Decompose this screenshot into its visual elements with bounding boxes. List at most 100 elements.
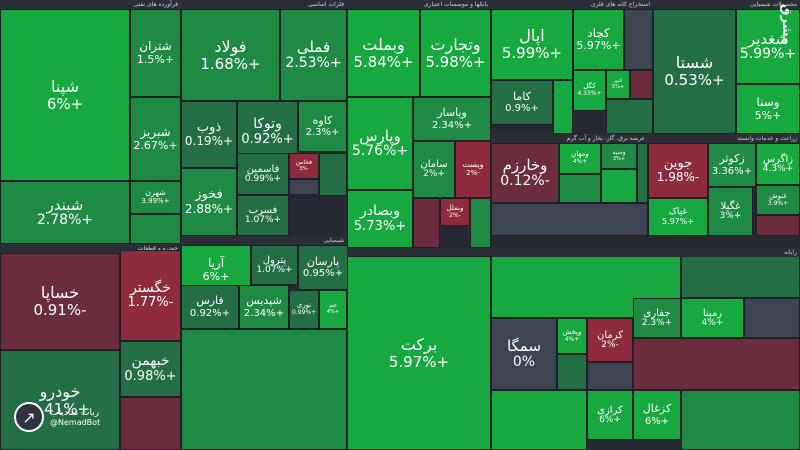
ticker-tile[interactable]: فارس +0.92%	[181, 285, 239, 329]
ticker-tile[interactable]: وپخش +4%	[557, 318, 587, 354]
ticker-tile[interactable]: ذوب +0.19%	[181, 101, 237, 168]
ticker-tile[interactable]: شپنا +6%	[0, 9, 130, 181]
ticker-tile[interactable]: خبهمن +0.98%	[120, 341, 181, 397]
ticker-tile[interactable]: شغدیر +5.99%	[736, 9, 800, 84]
ticker-tile[interactable]: غگیلا +3%	[708, 187, 753, 236]
ticker-change: -1.98%	[656, 170, 700, 185]
ticker-name: کگل	[583, 82, 596, 91]
ticker-tile[interactable]: وپارس +5.76%	[347, 97, 413, 190]
ticker-tile[interactable]: خگستر -1.77%	[120, 250, 181, 341]
ticker-tile[interactable]: کچاد +5.97%	[573, 9, 624, 70]
ticker-tile[interactable]: کنور +5%	[606, 70, 630, 99]
ticker-change: +1.5%	[136, 52, 175, 66]
ticker-change: +6%	[599, 414, 621, 425]
ticker-name: فولاد	[214, 36, 247, 56]
ticker-name: غپاک	[668, 206, 688, 217]
ticker-tile[interactable]: وبملت +5.84%	[347, 9, 420, 97]
ticker-change: +3.36%	[711, 165, 753, 177]
ticker-tile[interactable]: شتران +1.5%	[130, 9, 181, 97]
ticker-change: +0.92%	[241, 131, 294, 147]
ticker-tile[interactable]: کرازی +6%	[587, 390, 633, 440]
ticker-tile[interactable]: وبملل -2%	[440, 198, 470, 226]
ticker-name: شپنا	[51, 76, 79, 96]
ticker-tile[interactable]: خودرو +0.41%	[0, 350, 120, 450]
ticker-tile[interactable]: خساپا -0.91%	[0, 253, 120, 350]
ticker-tile[interactable]: پارسان +0.95%	[298, 245, 348, 290]
ticker-change: +5%	[754, 108, 782, 122]
ticker-tile[interactable]: جفاری +2.3%	[633, 298, 681, 338]
ticker-tile[interactable]: کرمان -2%	[587, 318, 633, 362]
ticker-tile[interactable]: ومهان +4%	[559, 143, 601, 174]
ticker-name: شبریز	[140, 125, 171, 140]
filler-cell	[624, 9, 653, 70]
ticker-tile[interactable]: برکت +5.97%	[347, 256, 491, 450]
ticker-tile[interactable]: فخوز +2.88%	[181, 168, 237, 236]
ticker-name: کچاد	[587, 25, 610, 40]
ticker-name: کزغال	[642, 402, 672, 416]
ticker-tile[interactable]: کزغال +6%	[633, 390, 681, 440]
ticker-change: +0.53%	[664, 71, 725, 90]
ticker-name: نوری	[296, 301, 312, 310]
ticker-change: +5.84%	[353, 52, 414, 71]
ticker-change: +5.76%	[351, 143, 409, 160]
ticker-tile[interactable]: وسنا +5%	[736, 84, 800, 134]
ticker-tile[interactable]: شبندر +2.78%	[0, 181, 130, 244]
ticker-tile[interactable]: پترول +1.07%	[251, 245, 298, 285]
filler-cell	[559, 174, 601, 203]
ticker-tile[interactable]: وخارزم -0.12%	[491, 143, 559, 203]
filler-cell	[630, 70, 653, 99]
sector-header: محصولات شیمیایی	[653, 0, 800, 9]
ticker-tile[interactable]: زاگرس +4.3%	[756, 143, 800, 185]
ticker-change: +0.9%	[505, 103, 539, 115]
sector-header: بانکها و موسسات اعتباری	[347, 0, 491, 9]
ticker-tile[interactable]: وپاسار +2.34%	[413, 97, 491, 141]
ticker-change: +1.07%	[244, 215, 282, 226]
ticker-change: -2%	[601, 339, 619, 350]
ticker-tile[interactable]: فملی +2.53%	[280, 9, 347, 101]
ticker-change: +1.68%	[200, 54, 261, 73]
ticker-change: +6%	[644, 415, 670, 427]
ticker-tile[interactable]: کاوه +2.3%	[298, 101, 347, 152]
ticker-name: کرمان	[596, 329, 624, 341]
ticker-tile[interactable]: فاسمین +0.99%	[237, 153, 289, 195]
ticker-tile[interactable]: فسرب +1.07%	[237, 195, 289, 236]
ticker-tile[interactable]: غپاک +5.97%	[648, 198, 708, 236]
ticker-name: ذوب	[196, 119, 222, 135]
ticker-tile[interactable]: کگل +4.33%	[573, 70, 606, 111]
sector-header: فرآورده های نفتی	[0, 0, 181, 9]
ticker-tile[interactable]: سمگا 0%	[491, 318, 557, 390]
ticker-tile[interactable]: فولاد +1.68%	[181, 9, 280, 101]
ticker-tile[interactable]: شستا +0.53%	[653, 9, 736, 134]
ticker-tile[interactable]: وبست -2%	[455, 141, 491, 198]
ticker-tile[interactable]: سامان +2%	[413, 141, 455, 198]
sector-header: فلزات اساسی	[181, 0, 347, 9]
ticker-tile[interactable]: شهرن +3.99%	[130, 181, 181, 214]
ticker-change: +0.98%	[124, 368, 177, 384]
sector-header: عرضه برق، گاز، بخار و آب گرم	[491, 134, 648, 143]
ticker-tile[interactable]: شبریز +2.67%	[130, 97, 181, 181]
ticker-tile[interactable]: شپدیس +2.34%	[239, 285, 289, 329]
ticker-tile[interactable]: جم +4%	[319, 290, 347, 329]
ticker-change: +0.95%	[302, 268, 344, 280]
ticker-name: وتجارت	[430, 34, 481, 54]
ticker-tile[interactable]: فخاس -3%	[289, 153, 319, 179]
ticker-tile[interactable]: اپال +5.99%	[491, 9, 573, 80]
ticker-tile[interactable]: وسپه +3%	[601, 143, 637, 169]
ticker-tile[interactable]: کاما +0.9%	[491, 80, 553, 125]
filler-cell	[633, 338, 800, 390]
ticker-tile[interactable]: آریا +6%	[181, 245, 251, 295]
ticker-name: کاوه	[312, 113, 333, 127]
ticker-tile[interactable]: رمپنا +4%	[681, 298, 744, 338]
ticker-tile[interactable]: زکوثر +3.36%	[708, 143, 756, 187]
ticker-tile[interactable]: وبصادر +5.73%	[347, 190, 413, 248]
brand-handle: @NemadBot	[50, 417, 101, 427]
ticker-name: جفاری	[643, 307, 671, 319]
ticker-tile[interactable]: وتوکا +0.92%	[237, 101, 298, 163]
ticker-tile[interactable]: غنوش +3.9%	[756, 185, 800, 215]
ticker-tile[interactable]: جوین -1.98%	[648, 143, 708, 198]
ticker-tile[interactable]: نوری +0.99%	[289, 290, 319, 329]
ticker-name: غنوش	[769, 191, 787, 200]
ticker-tile[interactable]: وتجارت +5.98%	[420, 9, 491, 97]
ticker-name: ومهان	[571, 150, 589, 159]
